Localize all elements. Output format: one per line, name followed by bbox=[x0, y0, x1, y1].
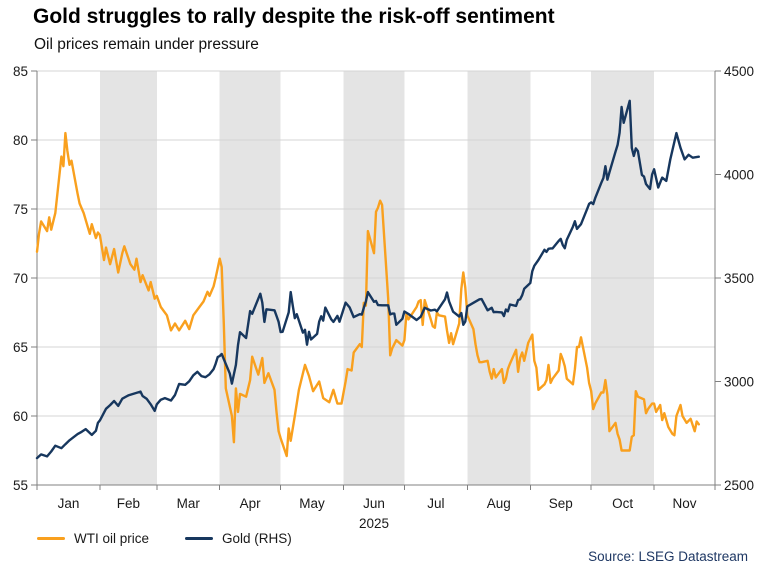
legend-item-wti: WTI oil price bbox=[37, 531, 149, 546]
left-axis-tick-label: 55 bbox=[13, 478, 28, 493]
month-label: Jun bbox=[363, 496, 385, 511]
left-axis-tick-label: 75 bbox=[13, 202, 28, 217]
month-label: Jul bbox=[427, 496, 444, 511]
chart-canvas: 55 60 65 70 75 80 85 2500 3000 3500 4000 4500 Jan Feb… bbox=[13, 64, 754, 530]
left-axis-tick-label: 80 bbox=[13, 133, 28, 148]
chart-legend: WTI oil price Gold (RHS) bbox=[37, 531, 292, 546]
right-axis-tick-label: 3000 bbox=[724, 374, 754, 389]
page-title: Gold struggles to rally despite the risk… bbox=[33, 5, 555, 28]
left-axis-tick-label: 60 bbox=[13, 409, 28, 424]
gold-price-line bbox=[35, 99, 700, 460]
right-axis-tick-label: 3500 bbox=[724, 271, 754, 286]
left-axis-tick-label: 70 bbox=[13, 271, 28, 286]
month-label: Nov bbox=[673, 496, 697, 511]
month-label: Apr bbox=[240, 496, 262, 511]
legend-label-gold: Gold (RHS) bbox=[222, 531, 292, 546]
right-axis-tick-label: 4500 bbox=[724, 64, 754, 79]
legend-item-gold: Gold (RHS) bbox=[185, 531, 292, 546]
gold-line-swatch bbox=[185, 536, 214, 541]
right-axis-tick-label: 2500 bbox=[724, 478, 754, 493]
month-label: Jan bbox=[58, 496, 80, 511]
legend-label-wti: WTI oil price bbox=[74, 531, 150, 546]
month-label: Mar bbox=[177, 496, 201, 511]
wti-price-line bbox=[35, 131, 700, 458]
right-axis-tick-label: 4000 bbox=[724, 167, 754, 182]
month-label: Aug bbox=[487, 496, 511, 511]
left-axis-tick-label: 65 bbox=[13, 340, 28, 355]
month-label: Sep bbox=[549, 496, 573, 511]
month-label: May bbox=[299, 496, 325, 511]
left-axis-tick-label: 85 bbox=[13, 64, 28, 79]
source-credit: Source: LSEG Datastream bbox=[588, 549, 748, 564]
year-label: 2025 bbox=[359, 516, 389, 530]
month-label: Feb bbox=[117, 496, 140, 511]
wti-line-swatch bbox=[37, 536, 65, 541]
chart-subtitle: Oil prices remain under pressure bbox=[34, 36, 259, 53]
month-label: Oct bbox=[612, 496, 633, 511]
